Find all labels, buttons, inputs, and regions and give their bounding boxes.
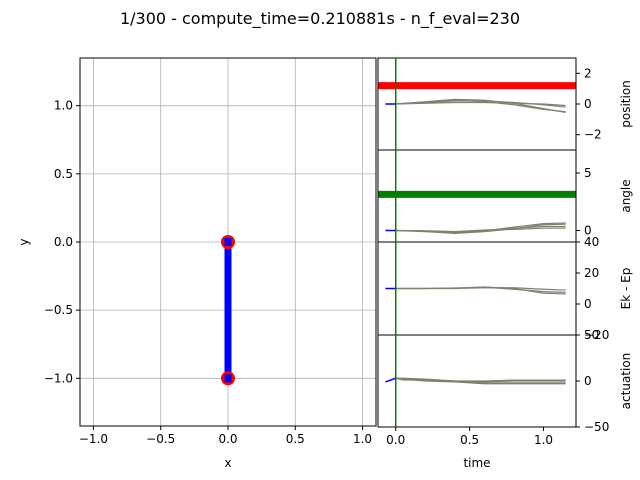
actuation-y-tick-label: 0 [584, 374, 592, 388]
time-x-tick-label: 1.0 [534, 433, 553, 447]
position-y-tick-label: 2 [584, 66, 592, 80]
actuation-prediction-line [395, 377, 566, 383]
actuation-history-line [385, 377, 396, 383]
actuation-y-tick-label: −50 [584, 420, 609, 434]
energy-y-tick-label: 40 [584, 235, 599, 249]
actuation-y-tick-label: 50 [584, 328, 599, 342]
y-tick-label: 0.5 [54, 167, 73, 181]
energy-prediction-line [395, 286, 566, 293]
rod-end [224, 238, 232, 246]
energy-axis-label: Ek - Ep [619, 268, 633, 310]
y-tick-label: 1.0 [54, 99, 73, 113]
position-axis-label: position [619, 80, 633, 128]
time-x-tick-label: 0.5 [460, 433, 479, 447]
position-y-tick-label: 0 [584, 97, 592, 111]
x-tick-label: −1.0 [79, 432, 108, 446]
actuation-axis-label: actuation [619, 353, 633, 410]
figure-title: 1/300 - compute_time=0.210881s - n_f_eva… [120, 9, 520, 29]
x-tick-label: 0.5 [286, 432, 305, 446]
y-tick-label: 0.0 [54, 235, 73, 249]
angle-axis-label: angle [619, 179, 633, 212]
pendulum-plot: −1.0 −0.5 0.0 0.5 1.0 −1.0 −0.5 0.0 0.5 1.0 x y [17, 57, 377, 470]
energy-y-tick-label: −20 [584, 328, 609, 342]
time-x-tick-label: 0.0 [386, 433, 405, 447]
angle-y-tick-label: 5 [584, 166, 592, 180]
position-prediction-line [395, 101, 566, 107]
x-tick-label: −0.5 [146, 432, 175, 446]
angle-prediction-line [395, 227, 566, 233]
position-prediction-line [395, 99, 566, 113]
angle-prediction-line [395, 223, 566, 234]
time-axis-label: time [463, 456, 490, 470]
energy-y-tick-label: 0 [584, 297, 592, 311]
y-tick-label: −0.5 [44, 303, 73, 317]
y-axis-label: y [17, 238, 31, 245]
position-y-tick-label: −2 [584, 128, 602, 142]
x-tick-label: 1.0 [353, 432, 372, 446]
x-axis-label: x [224, 456, 231, 470]
y-tick-label: −1.0 [44, 371, 73, 385]
x-tick-label: 0.0 [218, 432, 237, 446]
energy-y-tick-label: 20 [584, 266, 599, 280]
angle-y-tick-label: 0 [584, 224, 592, 238]
rod-end [224, 374, 232, 383]
actuation-prediction-line [395, 377, 566, 382]
